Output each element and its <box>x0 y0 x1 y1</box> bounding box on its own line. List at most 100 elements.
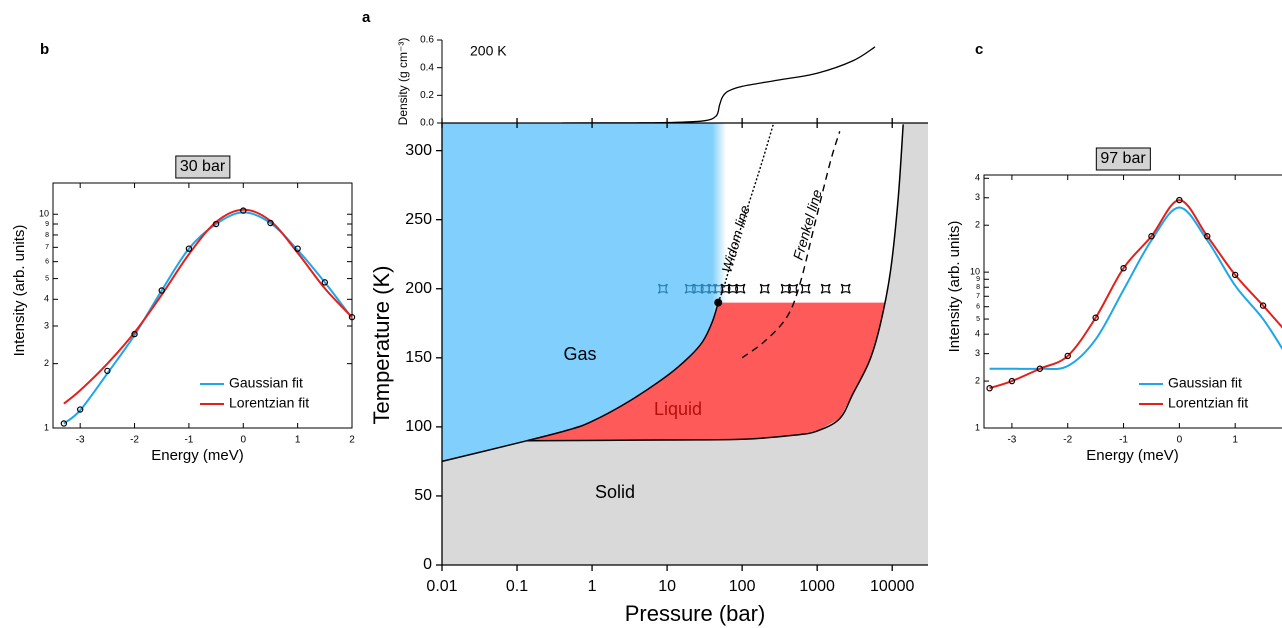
y-tick-label: 200 <box>405 280 432 297</box>
y-tick-label: 9 <box>45 221 49 228</box>
data-point <box>1259 302 1267 309</box>
y-axis-label: Density (g cm⁻³) <box>396 38 410 126</box>
x-tick-label: 0.01 <box>426 578 457 595</box>
y-tick-label: 6 <box>45 259 49 266</box>
y-tick-label: 5 <box>976 316 980 323</box>
panel-label: b <box>40 41 49 58</box>
x-tick-label: 10 <box>658 578 676 595</box>
data-point <box>104 367 111 375</box>
legend-label: Lorentzian fit <box>229 395 309 411</box>
measurement-point <box>727 283 738 294</box>
frenkel-line <box>741 131 841 359</box>
x-axis-label: Energy (meV) <box>151 447 244 464</box>
y-tick-label: 4 <box>975 329 980 339</box>
y-tick-label: 3 <box>975 348 980 358</box>
y-tick-label: 6 <box>976 304 980 311</box>
data-point <box>267 219 274 227</box>
y-tick-label: 150 <box>405 349 432 366</box>
measurement-point <box>713 283 724 294</box>
liquid-region <box>527 302 885 441</box>
data-point <box>1176 196 1183 204</box>
x-tick-label: 100 <box>729 578 756 595</box>
y-tick-label: 4 <box>975 173 980 183</box>
data-point <box>185 245 193 252</box>
y-tick-label: 9 <box>976 276 980 283</box>
measurement-point <box>720 283 731 294</box>
y-tick-label: 8 <box>976 284 980 291</box>
x-tick-label: 1 <box>1232 435 1238 446</box>
measurement-point <box>780 283 791 294</box>
data-point <box>294 245 301 252</box>
y-tick-label: 3 <box>44 320 49 330</box>
data-point <box>76 406 84 413</box>
y-tick-label: 10 <box>39 209 49 219</box>
vaporization-line <box>441 302 719 463</box>
data-point <box>321 279 329 286</box>
y-tick-label: 0 <box>423 556 432 573</box>
fit-line <box>63 208 353 405</box>
y-tick-label: 0.0 <box>420 118 434 129</box>
chart-title: 97 bar <box>1100 150 1146 167</box>
y-tick-label: 2 <box>44 358 49 368</box>
x-tick-label: 0 <box>1177 435 1183 446</box>
y-tick-label: 7 <box>45 244 49 251</box>
data-point <box>60 420 68 427</box>
legend-label: Gaussian fit <box>1168 375 1242 391</box>
data-point <box>158 287 165 294</box>
y-axis-label: Intensity (arb. units) <box>11 225 28 357</box>
x-tick-label: 1000 <box>799 578 835 595</box>
fit-line <box>989 199 1282 390</box>
data-point <box>1204 233 1211 240</box>
panel-label: c <box>975 41 983 58</box>
y-tick-label: 8 <box>45 232 49 239</box>
x-tick-label: 0.1 <box>506 578 528 595</box>
plot-frame <box>52 182 353 429</box>
gas-region <box>442 123 727 462</box>
region-label: Liquid <box>654 399 702 419</box>
frenkel-label: Frenkel line <box>790 188 825 262</box>
measurement-point <box>800 283 811 294</box>
data-point <box>1064 352 1071 360</box>
data-point <box>1120 264 1127 272</box>
data-point <box>1036 365 1044 372</box>
panel-label: a <box>362 9 371 26</box>
legend-label: Gaussian fit <box>229 375 303 391</box>
y-tick-label: 0.2 <box>420 90 434 101</box>
data-point <box>1008 377 1016 385</box>
y-tick-label: 4 <box>44 294 49 304</box>
melting-line <box>527 124 904 442</box>
y-tick-label: 1 <box>44 422 49 432</box>
region-label: Gas <box>563 344 596 364</box>
measurement-point <box>820 283 831 294</box>
measurement-point <box>759 283 770 294</box>
x-tick-label: 0 <box>240 435 246 446</box>
x-tick-label: -3 <box>1007 435 1016 446</box>
data-point <box>1231 271 1239 279</box>
data-point <box>348 313 356 321</box>
fit-line <box>63 211 353 425</box>
y-tick-label: 3 <box>975 192 980 202</box>
y-tick-label: 0.6 <box>420 35 434 46</box>
measurement-point <box>840 283 851 294</box>
x-tick-label: 2 <box>349 435 355 446</box>
y-tick-label: 2 <box>975 220 980 230</box>
fit-line <box>989 206 1282 371</box>
data-point <box>1092 314 1099 321</box>
measurement-point <box>693 283 704 294</box>
x-tick-label: 1 <box>295 435 301 446</box>
measurement-point <box>735 283 746 294</box>
y-axis-label: Intensity (arb. units) <box>946 221 963 353</box>
data-point <box>240 207 247 214</box>
x-axis-label: Pressure (bar) <box>625 601 766 626</box>
y-tick-label: 10 <box>970 267 980 277</box>
chart-title: 30 bar <box>180 158 226 175</box>
data-point <box>986 385 993 392</box>
y-axis-label: Temperature (K) <box>369 266 394 425</box>
measurement-point <box>657 283 668 294</box>
y-tick-label: 100 <box>405 418 432 435</box>
y-tick-label: 5 <box>45 275 49 282</box>
legend-label: Lorentzian fit <box>1168 395 1248 411</box>
y-tick-label: 2 <box>975 375 980 385</box>
